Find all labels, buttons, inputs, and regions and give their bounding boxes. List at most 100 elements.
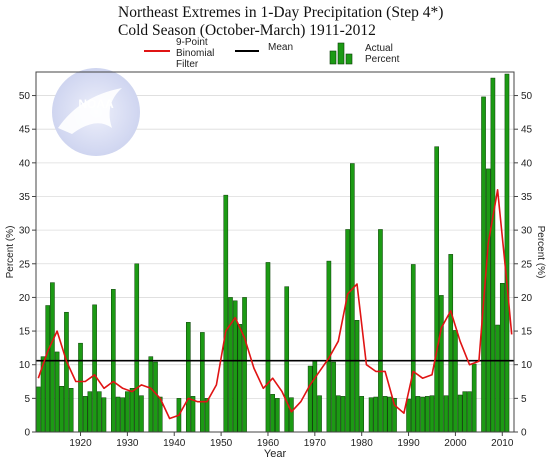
y-tick-label-right: 15 xyxy=(521,327,533,338)
legend-label-filter-line: Binomial xyxy=(176,48,215,59)
bar xyxy=(453,330,458,433)
y-tick-label: 35 xyxy=(19,192,31,203)
bar xyxy=(64,311,69,433)
bar xyxy=(368,397,374,433)
legend-swatch-mean xyxy=(235,50,259,52)
bar xyxy=(504,73,510,433)
bar xyxy=(467,391,472,433)
bar xyxy=(326,260,332,433)
bar xyxy=(382,396,388,433)
legend-swatch-bars xyxy=(329,42,353,65)
bar xyxy=(335,395,341,433)
x-tick-label: 1960 xyxy=(257,438,280,449)
bar xyxy=(200,332,205,433)
y-tick-label: 45 xyxy=(19,125,31,136)
bar xyxy=(490,77,496,433)
legend-label-filter: 9-Point Binomial Filter xyxy=(176,37,214,70)
bar xyxy=(420,396,425,433)
bar xyxy=(125,391,130,433)
bar xyxy=(190,396,196,433)
bar xyxy=(354,320,360,433)
bar xyxy=(448,254,454,433)
bar xyxy=(148,356,154,433)
axis-frame xyxy=(35,71,515,433)
bar xyxy=(87,391,93,433)
bar xyxy=(275,398,280,433)
bar xyxy=(289,397,294,433)
bar xyxy=(120,397,126,433)
y-tick-label: 0 xyxy=(24,428,30,439)
bar xyxy=(350,163,355,433)
bar xyxy=(307,365,313,433)
bar xyxy=(434,146,439,433)
legend-label-bars-line: Percent xyxy=(365,54,400,65)
y-axis-label: Percent (%) xyxy=(5,226,16,279)
x-tick-label: 2000 xyxy=(444,438,467,449)
bar xyxy=(237,324,243,433)
x-tick-label: 2010 xyxy=(491,438,514,449)
y-tick-label: 25 xyxy=(19,259,31,270)
bar xyxy=(101,397,107,433)
bar xyxy=(345,229,350,433)
bar xyxy=(481,96,486,433)
legend-label-filter-line: 9-Point xyxy=(176,37,208,48)
bar xyxy=(429,395,435,433)
chart-title: Northeast Extremes in 1-Day Precipitatio… xyxy=(118,4,444,21)
bar xyxy=(204,398,210,433)
y-tick-label: 40 xyxy=(19,158,31,169)
bar xyxy=(129,388,135,433)
bar xyxy=(54,351,60,433)
bar xyxy=(82,396,88,433)
bar xyxy=(439,295,444,433)
x-tick-label: 1990 xyxy=(397,438,420,449)
x-tick-label: 1940 xyxy=(163,438,186,449)
bar xyxy=(45,305,51,433)
chart-subtitle: Cold Season (October-March) 1911-2012 xyxy=(118,22,376,39)
y-tick-label-right: 40 xyxy=(521,158,533,169)
bar xyxy=(139,395,144,433)
bar xyxy=(185,322,191,433)
y-tick-label-right: 10 xyxy=(521,360,533,371)
y-tick-label-right: 20 xyxy=(521,293,533,304)
bar xyxy=(78,342,83,433)
x-tick-label: 1920 xyxy=(69,438,92,449)
legend-label-filter-line: Filter xyxy=(176,59,199,70)
bar xyxy=(485,168,491,433)
bar xyxy=(424,396,430,433)
bar xyxy=(457,394,463,433)
y-tick-label: 30 xyxy=(19,226,31,237)
y-tick-label: 10 xyxy=(19,360,31,371)
bar xyxy=(59,385,65,433)
noaa-logo: NOAA xyxy=(52,68,140,156)
y-tick-label: 50 xyxy=(19,91,31,102)
bar xyxy=(115,396,121,433)
bar xyxy=(68,388,74,433)
y-tick-label-right: 50 xyxy=(521,91,533,102)
bar xyxy=(499,283,505,433)
x-tick-label: 1950 xyxy=(210,438,233,449)
bar xyxy=(331,361,336,433)
bar xyxy=(471,363,477,433)
bar xyxy=(410,264,416,433)
y-axis-label-right: Percent (%) xyxy=(535,226,546,279)
bar xyxy=(415,396,421,433)
bar xyxy=(223,194,229,433)
x-axis-label: Year xyxy=(264,448,287,460)
bar xyxy=(495,324,500,433)
x-tick-label: 1930 xyxy=(116,438,139,449)
bar xyxy=(96,391,102,433)
bar xyxy=(387,396,393,433)
x-tick-label: 1970 xyxy=(304,438,327,449)
y-tick-label-right: 35 xyxy=(521,192,533,203)
bar xyxy=(340,396,346,433)
bar xyxy=(242,297,247,433)
legend-swatch-filter xyxy=(144,50,170,52)
bar xyxy=(373,396,379,433)
bar xyxy=(443,395,449,433)
bar xyxy=(265,262,271,433)
bar xyxy=(50,282,55,433)
y-tick-label: 5 xyxy=(24,394,30,405)
x-tick-label: 1980 xyxy=(351,438,374,449)
